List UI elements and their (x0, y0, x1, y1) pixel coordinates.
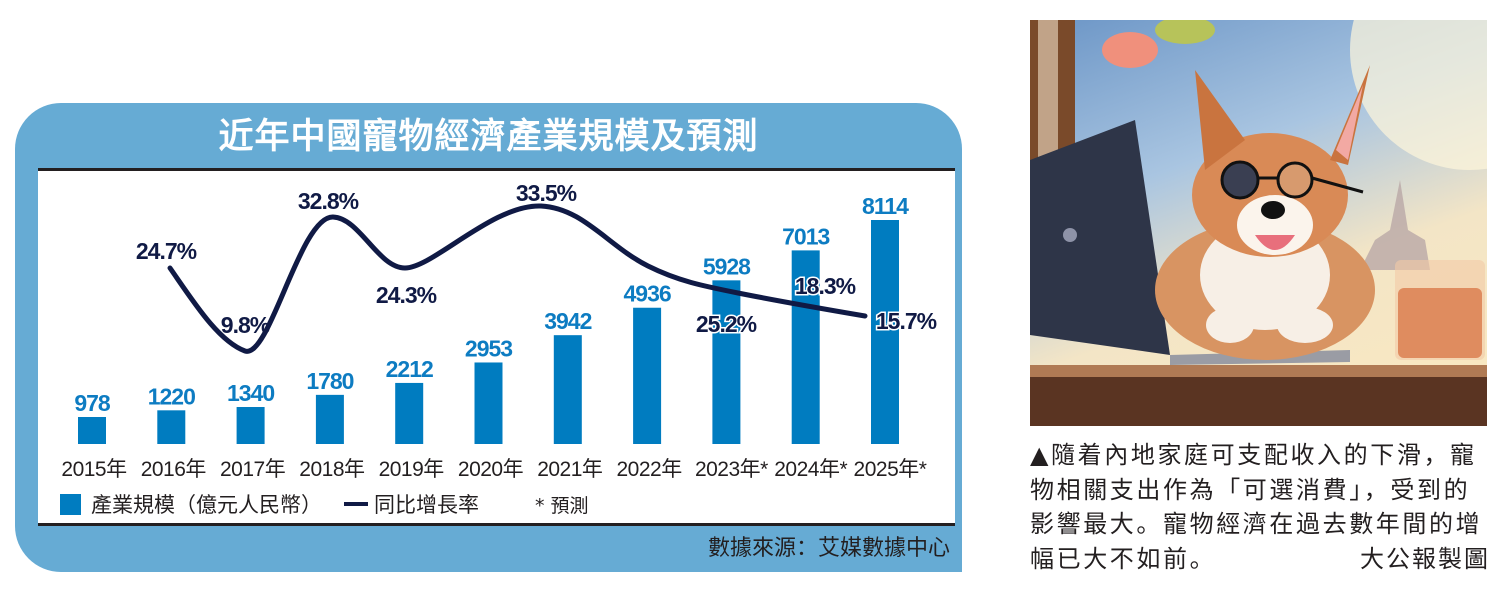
growth-rate-label: 15.7% (876, 308, 937, 334)
bar-2020年 (474, 362, 503, 444)
line-swatch-icon (344, 502, 368, 506)
bar-value-label: 1780 (306, 368, 353, 394)
bar-value-label: 4936 (624, 281, 671, 307)
photo-caption: ▲隨着內地家庭可支配收入的下滑，寵物相關支出作為「可選消費」，受到的影響最大。寵… (1030, 438, 1490, 576)
growth-rate-label: 9.8% (221, 312, 270, 338)
corgi-illustration (1030, 20, 1487, 426)
caption-credit: 大公報製圖 (1360, 544, 1490, 573)
bar-2021年 (553, 335, 582, 444)
x-axis-label: 2016年 (141, 458, 207, 481)
bar-value-label: 978 (74, 390, 111, 416)
growth-rate-label: 25.2% (696, 311, 757, 337)
bar-series: 978 1220 1340 1780 2212 2953 3942 4936 5928 7013 8… (74, 193, 910, 444)
bar-2019年 (395, 382, 424, 444)
plot-area: 978 1220 1340 1780 2212 2953 3942 4936 5928 7013 8… (38, 168, 955, 526)
legend-bar-label: 產業規模（億元人民幣） (91, 493, 322, 517)
caption-text: ▲隨着內地家庭可支配收入的下滑，寵物相關支出作為「可選消費」，受到的影響最大。寵… (1030, 441, 1483, 573)
bar-value-label: 2953 (465, 335, 512, 361)
bar-2025年* (871, 220, 899, 444)
x-axis-label: 2021年 (537, 458, 603, 481)
corgi-image (1030, 20, 1487, 426)
bar-2016年 (157, 410, 186, 444)
bar-value-label: 8114 (862, 193, 909, 219)
combo-chart: 978 1220 1340 1780 2212 2953 3942 4936 5928 7013 8… (61, 180, 939, 481)
bar-value-label: 1220 (148, 383, 195, 409)
x-axis-labels: 2015年 2016年 2017年 2018年 2019年 2020年 2021年 2022年… (61, 458, 927, 481)
bar-2015年 (78, 417, 106, 444)
chart-title: 近年中國寵物經濟產業規模及預測 (218, 117, 759, 157)
chart-legend: 產業規模（億元人民幣） 同比增長率 * 預測 (60, 489, 589, 519)
x-axis-label: 2025年* (854, 458, 927, 481)
bar-2024年* (791, 250, 820, 444)
growth-rate-label: 32.8% (298, 188, 359, 214)
x-axis-label: 2023年* (695, 458, 768, 481)
growth-rate-label: 33.5% (516, 180, 577, 206)
bar-2018年 (315, 394, 344, 444)
legend-line-label: 同比增長率 (374, 493, 479, 517)
x-axis-label: 2024年* (774, 458, 847, 481)
growth-rate-labels: 24.7% 9.8% 32.8% 24.3% 33.5% 25.2% 18.3% 15.7% (136, 180, 939, 339)
growth-rate-label: 24.3% (376, 282, 437, 308)
data-source: 數據來源：艾媒數據中心 (707, 536, 950, 561)
x-axis-label: 2018年 (299, 458, 365, 481)
forecast-note: * 預測 (535, 494, 589, 517)
bar-2022年 (633, 307, 662, 444)
x-axis-label: 2017年 (220, 458, 286, 481)
bar-swatch-icon (60, 493, 81, 515)
bar-2017年 (236, 407, 265, 444)
x-axis-label: 2019年 (379, 458, 445, 481)
bar-value-label: 3942 (544, 308, 591, 334)
x-axis-label: 2022年 (616, 458, 682, 481)
growth-rate-line (167, 203, 868, 354)
x-axis-label: 2020年 (458, 458, 524, 481)
bar-value-label: 2212 (386, 356, 433, 382)
growth-rate-label: 18.3% (795, 273, 856, 299)
growth-rate-label: 24.7% (136, 238, 197, 264)
chart-panel: 近年中國寵物經濟產業規模及預測 978 1220 1340 1780 2212 2953 3… (15, 103, 962, 572)
bar-value-label: 7013 (782, 223, 829, 249)
bar-value-label: 5928 (703, 253, 751, 279)
x-axis-label: 2015年 (61, 458, 127, 481)
bar-value-label: 1340 (227, 380, 274, 406)
bar-2023年* (712, 280, 741, 444)
